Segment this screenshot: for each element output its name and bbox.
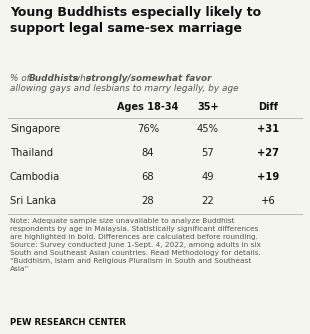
Text: strongly/somewhat favor: strongly/somewhat favor bbox=[86, 74, 211, 83]
Text: 84: 84 bbox=[142, 148, 154, 158]
Text: Ages 18-34: Ages 18-34 bbox=[117, 102, 179, 112]
Text: +27: +27 bbox=[257, 148, 279, 158]
Text: 35+: 35+ bbox=[197, 102, 219, 112]
Text: +6: +6 bbox=[261, 196, 275, 206]
Text: % of: % of bbox=[10, 74, 33, 83]
Text: Thailand: Thailand bbox=[10, 148, 53, 158]
Text: 49: 49 bbox=[202, 172, 214, 182]
Text: Young Buddhists especially likely to
support legal same-sex marriage: Young Buddhists especially likely to sup… bbox=[10, 6, 261, 35]
Text: 76%: 76% bbox=[137, 124, 159, 134]
Text: 22: 22 bbox=[202, 196, 215, 206]
Text: Cambodia: Cambodia bbox=[10, 172, 60, 182]
Text: 45%: 45% bbox=[197, 124, 219, 134]
Text: 68: 68 bbox=[142, 172, 154, 182]
Text: Note: Adequate sample size unavailable to analyze Buddhist
respondents by age in: Note: Adequate sample size unavailable t… bbox=[10, 218, 261, 272]
Text: Buddhists: Buddhists bbox=[29, 74, 79, 83]
Text: Diff: Diff bbox=[258, 102, 278, 112]
Text: Sri Lanka: Sri Lanka bbox=[10, 196, 56, 206]
Text: +19: +19 bbox=[257, 172, 279, 182]
Text: 57: 57 bbox=[202, 148, 215, 158]
Text: who: who bbox=[70, 74, 94, 83]
Text: PEW RESEARCH CENTER: PEW RESEARCH CENTER bbox=[10, 318, 126, 327]
Text: 28: 28 bbox=[142, 196, 154, 206]
Text: +31: +31 bbox=[257, 124, 279, 134]
Text: Singapore: Singapore bbox=[10, 124, 60, 134]
Text: allowing gays and lesbians to marry legally, by age: allowing gays and lesbians to marry lega… bbox=[10, 84, 239, 93]
